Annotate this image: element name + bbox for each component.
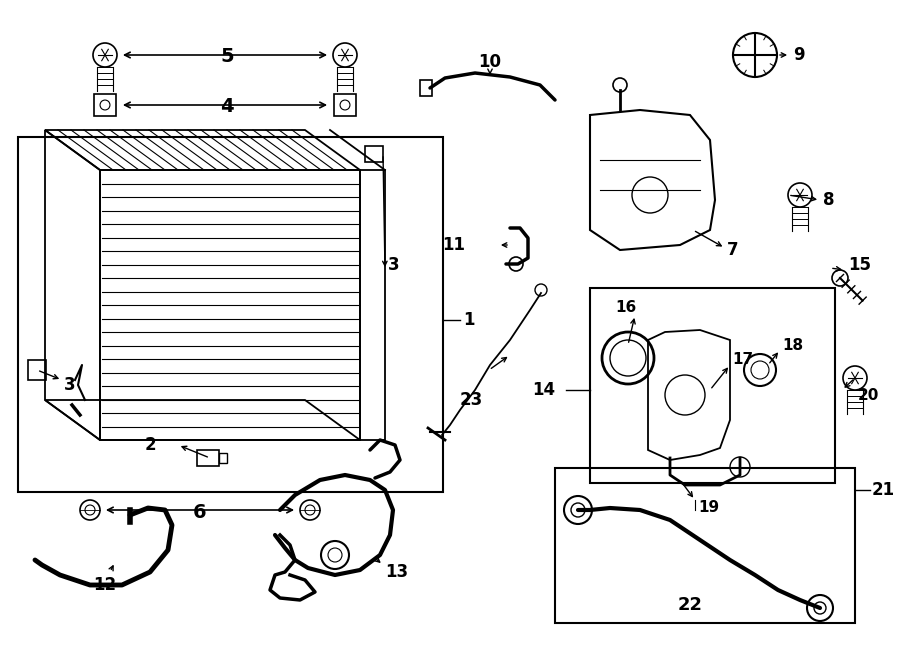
Text: 2: 2	[145, 436, 157, 454]
Bar	[197, 450, 219, 466]
Text: 15: 15	[848, 256, 871, 274]
Text: 3: 3	[388, 256, 400, 274]
Text: 1: 1	[463, 311, 474, 329]
Text: 23: 23	[460, 391, 483, 409]
Text: 19: 19	[698, 500, 719, 516]
Bar	[18, 137, 443, 492]
Text: 5: 5	[220, 48, 234, 67]
Text: 20: 20	[858, 387, 879, 403]
Text: 17: 17	[732, 352, 753, 368]
Text: 12: 12	[94, 576, 117, 594]
Bar	[28, 360, 46, 380]
Text: 10: 10	[479, 53, 501, 71]
Text: 18: 18	[782, 338, 803, 352]
Bar	[219, 453, 227, 463]
Text: 4: 4	[220, 98, 234, 116]
Bar	[360, 170, 385, 440]
Text: 3: 3	[64, 376, 76, 394]
Bar	[590, 288, 835, 483]
Text: 21: 21	[872, 481, 896, 499]
Text: 9: 9	[793, 46, 805, 64]
Text: 22: 22	[678, 596, 703, 614]
Text: 13: 13	[385, 563, 408, 581]
Bar	[555, 468, 855, 623]
Bar	[420, 80, 432, 96]
Text: 8: 8	[823, 191, 834, 209]
Text: 11: 11	[442, 236, 465, 254]
Text: 14: 14	[532, 381, 555, 399]
Bar	[100, 170, 360, 440]
Bar	[365, 146, 383, 162]
Text: 7: 7	[727, 241, 739, 259]
Text: 16: 16	[615, 301, 636, 315]
Text: 6: 6	[194, 502, 207, 522]
